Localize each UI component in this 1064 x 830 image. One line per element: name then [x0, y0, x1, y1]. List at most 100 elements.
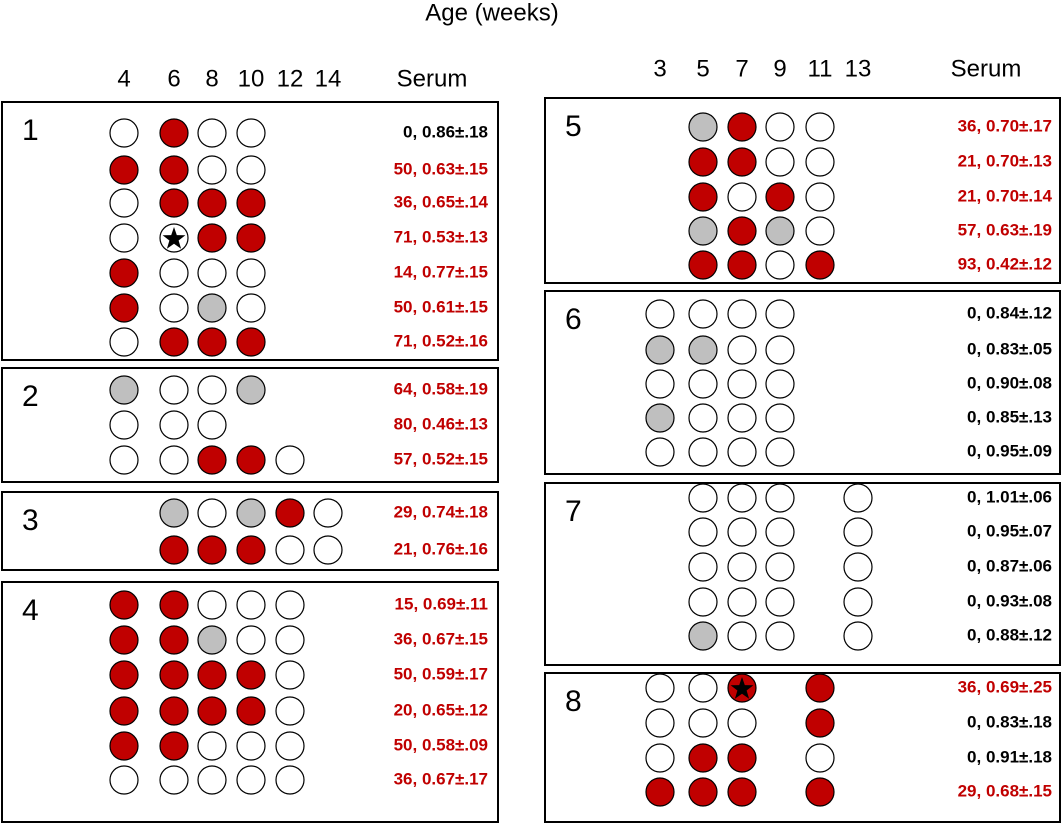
cell-circle	[275, 660, 305, 690]
cell-circle	[765, 621, 795, 651]
cell-circle	[236, 625, 266, 655]
cell-circle	[727, 517, 757, 547]
group-box	[544, 482, 1061, 666]
cell-circle	[727, 552, 757, 582]
cell-circle	[805, 216, 835, 246]
cell-circle	[109, 188, 139, 218]
cell-circle	[688, 299, 718, 329]
cell-circle	[765, 483, 795, 513]
cell-circle	[688, 483, 718, 513]
cell-circle	[645, 299, 675, 329]
cell-circle	[197, 535, 227, 565]
cell-circle	[645, 369, 675, 399]
column-header: 9	[773, 55, 786, 82]
column-header: 8	[205, 65, 218, 92]
cell-circle	[159, 498, 189, 528]
serum-value: 0, 0.83±.18	[967, 712, 1052, 731]
cell-circle	[197, 410, 227, 440]
group-box	[1, 101, 499, 361]
serum-value: 50, 0.58±.09	[394, 735, 488, 754]
serum-value: 0, 0.87±.06	[967, 556, 1052, 575]
serum-value: 50, 0.59±.17	[394, 664, 488, 683]
column-header: 6	[167, 65, 180, 92]
cell-circle	[688, 673, 718, 703]
cell-circle	[159, 445, 189, 475]
cell-circle	[727, 403, 757, 433]
cell-circle	[688, 216, 718, 246]
cell-circle	[688, 621, 718, 651]
serum-value: 50, 0.61±.15	[394, 297, 488, 316]
cell-circle	[236, 731, 266, 761]
cell-circle	[805, 708, 835, 738]
group-label: 7	[565, 495, 582, 528]
cell-circle	[645, 673, 675, 703]
cell-circle	[159, 535, 189, 565]
cell-circle	[688, 552, 718, 582]
serum-value: 36, 0.70±.17	[958, 116, 1052, 135]
serum-header: Serum	[397, 65, 468, 92]
column-header: 4	[117, 65, 130, 92]
cell-circle	[197, 590, 227, 620]
cell-circle	[197, 375, 227, 405]
cell-circle	[159, 188, 189, 218]
serum-value: 21, 0.70±.13	[958, 151, 1052, 170]
cell-circle	[159, 590, 189, 620]
cell-circle	[109, 223, 139, 253]
cell-circle	[727, 369, 757, 399]
cell-circle	[197, 155, 227, 185]
cell-circle	[197, 223, 227, 253]
serum-value: 0, 0.93±.08	[967, 591, 1052, 610]
serum-header: Serum	[951, 55, 1022, 82]
group-box	[1, 581, 499, 823]
star	[730, 677, 754, 699]
cell-circle	[645, 335, 675, 365]
group-box	[1, 367, 499, 483]
serum-value: 50, 0.63±.15	[394, 159, 488, 178]
cell-circle	[688, 517, 718, 547]
cell-circle	[645, 403, 675, 433]
serum-value: 20, 0.65±.12	[394, 700, 488, 719]
cell-circle	[688, 708, 718, 738]
cell-circle	[109, 118, 139, 148]
serum-value: 29, 0.68±.15	[958, 781, 1052, 800]
column-header: 12	[277, 65, 304, 92]
cell-circle	[805, 182, 835, 212]
serum-value: 21, 0.70±.14	[958, 186, 1053, 205]
cell-circle	[236, 155, 266, 185]
cell-circle	[765, 299, 795, 329]
cell-circle	[236, 696, 266, 726]
group-label: 1	[22, 114, 39, 147]
cell-circle	[727, 147, 757, 177]
cell-circle	[236, 188, 266, 218]
cell-circle	[275, 731, 305, 761]
cell-circle	[727, 182, 757, 212]
serum-value: 36, 0.67±.15	[394, 629, 488, 648]
cell-circle	[688, 743, 718, 773]
group-label: 3	[22, 504, 39, 537]
cell-circle	[159, 258, 189, 288]
cell-circle	[159, 293, 189, 323]
serum-value: 0, 0.90±.08	[967, 373, 1052, 392]
cell-circle	[645, 437, 675, 467]
cell-circle	[688, 437, 718, 467]
cell-circle	[159, 118, 189, 148]
serum-value: 80, 0.46±.13	[394, 414, 488, 433]
cell-circle	[109, 625, 139, 655]
group-box	[544, 97, 1061, 284]
cell-circle	[805, 673, 835, 703]
cell-circle	[765, 552, 795, 582]
serum-value: 36, 0.67±.17	[394, 769, 488, 788]
cell-circle	[109, 696, 139, 726]
cell-circle	[159, 731, 189, 761]
cell-circle	[197, 188, 227, 218]
cell-circle	[843, 621, 873, 651]
cell-circle	[236, 327, 266, 357]
group-label: 4	[22, 594, 39, 627]
cell-circle	[765, 369, 795, 399]
serum-value: 64, 0.58±.19	[394, 379, 488, 398]
cell-circle	[727, 777, 757, 807]
cell-circle	[688, 112, 718, 142]
cell-circle	[765, 403, 795, 433]
serum-value: 71, 0.52±.16	[394, 331, 488, 350]
